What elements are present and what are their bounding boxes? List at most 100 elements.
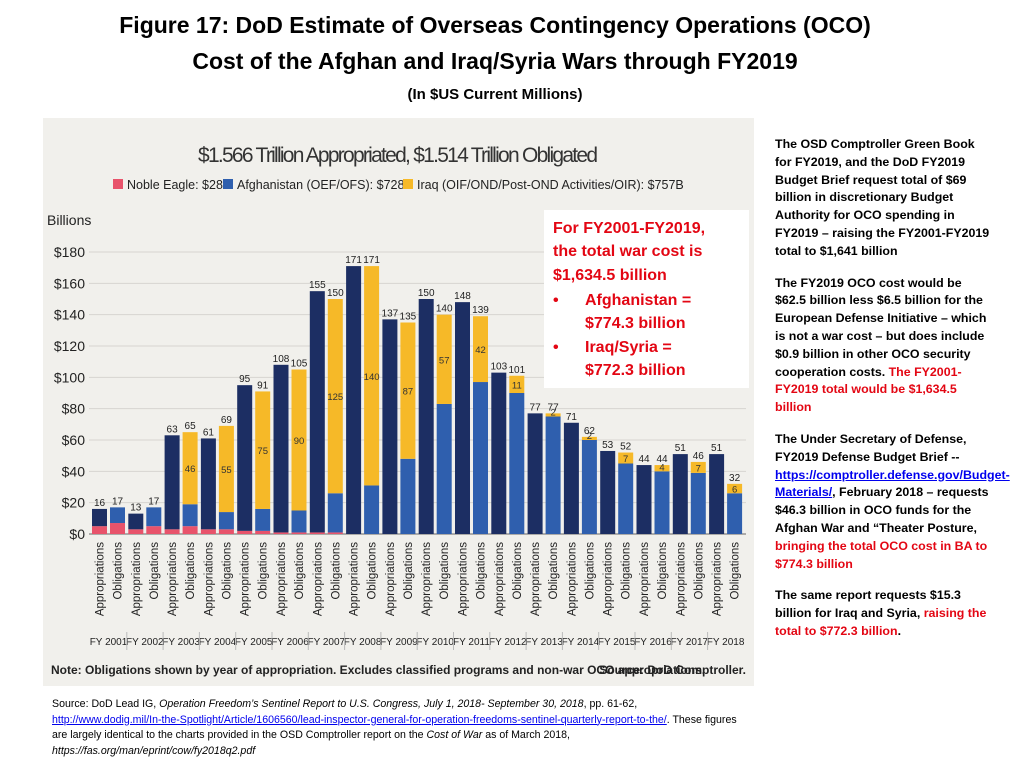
bar-app-afg-8 bbox=[382, 319, 398, 534]
x-bar-name-app-3: Appropriations bbox=[203, 542, 215, 616]
y-tick-60: $60 bbox=[62, 432, 86, 448]
bar-app-noble-3 bbox=[200, 529, 216, 534]
x-bar-name-obl-6: Obligations bbox=[330, 542, 342, 600]
figure-title: Figure 17: DoD Estimate of Overseas Cont… bbox=[119, 12, 871, 38]
bar-obl-iraq-9 bbox=[436, 314, 452, 404]
chart-note: Note: Obligations shown by year of appro… bbox=[51, 663, 705, 677]
x-year-label-7: FY 2008 bbox=[344, 637, 382, 648]
bar-obl-afg-0 bbox=[110, 507, 125, 524]
label-app-total-14: 53 bbox=[602, 440, 614, 451]
x-year-label-0: FY 2001 bbox=[90, 637, 128, 648]
y-tick-180: $180 bbox=[54, 244, 85, 260]
bar-obl-noble-3 bbox=[218, 529, 234, 534]
dodig-link[interactable]: http://www.dodig.mil/In-the-Spotlight/Ar… bbox=[52, 713, 667, 726]
bar-obl-afg-9 bbox=[436, 403, 452, 534]
x-bar-name-obl-4: Obligations bbox=[258, 542, 270, 600]
x-bar-name-obl-13: Obligations bbox=[584, 542, 596, 600]
bar-obl-iraq-11 bbox=[509, 375, 525, 393]
source-prefix: Source: DoD Lead IG, bbox=[52, 698, 160, 710]
bar-obl-noble-4 bbox=[255, 530, 271, 534]
label-app-total-1: 13 bbox=[130, 503, 142, 514]
x-year-label-17: FY 2018 bbox=[707, 637, 745, 648]
bar-app-afg-15 bbox=[636, 465, 652, 534]
label-obl-iraq-11: 11 bbox=[512, 380, 522, 391]
bar-obl-iraq-13 bbox=[581, 436, 597, 440]
x-bar-name-app-17: Appropriations bbox=[712, 542, 724, 616]
bar-obl-afg-1 bbox=[146, 507, 162, 527]
label-app-total-7: 171 bbox=[345, 255, 362, 266]
bar-app-noble-0 bbox=[92, 526, 107, 534]
annotation-line-3: $1,634.5 billion bbox=[553, 267, 667, 284]
legend-swatch-afg bbox=[223, 179, 233, 189]
x-bar-name-app-7: Appropriations bbox=[349, 542, 361, 616]
bar-obl-iraq-6 bbox=[327, 299, 343, 494]
x-bar-name-app-11: Appropriations bbox=[494, 542, 506, 616]
label-app-total-15: 44 bbox=[638, 454, 650, 465]
label-obl-iraq-7: 140 bbox=[364, 372, 380, 383]
annotation-iraq-value: $772.3 billion bbox=[585, 362, 685, 379]
y-tick-120: $120 bbox=[54, 338, 85, 354]
side-note-1: The OSD Comptroller Green Book for FY201… bbox=[775, 137, 990, 258]
label-obl-iraq-9: 57 bbox=[439, 355, 450, 366]
bar-obl-afg-15 bbox=[654, 471, 670, 534]
bar-obl-noble-2 bbox=[182, 526, 198, 534]
chart-panel: $1.566 Trillion Appropriated, $1.514 Tri… bbox=[43, 118, 754, 686]
x-bar-name-obl-16: Obligations bbox=[693, 542, 705, 600]
x-year-label-4: FY 2005 bbox=[235, 637, 273, 648]
x-bar-name-app-12: Appropriations bbox=[530, 542, 542, 616]
side-notes: The OSD Comptroller Green Book for FY201… bbox=[775, 136, 1010, 655]
label-obl-total-17: 32 bbox=[729, 473, 741, 484]
bar-chart: $1.566 Trillion Appropriated, $1.514 Tri… bbox=[47, 144, 749, 677]
x-bar-name-app-14: Appropriations bbox=[603, 542, 615, 616]
bar-obl-iraq-3 bbox=[218, 425, 234, 513]
label-obl-total-16: 46 bbox=[693, 451, 705, 462]
annotation-bullet-2: • bbox=[553, 339, 559, 356]
annotation-bullet-1: • bbox=[553, 292, 559, 309]
label-app-total-3: 61 bbox=[203, 427, 215, 438]
side-note-4-highlight: raising the total to $772.3 billion bbox=[775, 606, 987, 638]
label-obl-total-10: 139 bbox=[472, 305, 489, 316]
legend-swatch-iraq bbox=[403, 179, 413, 189]
side-note-2-text: The FY2019 OCO cost would be $62.5 billi… bbox=[775, 275, 987, 379]
label-obl-total-7: 171 bbox=[363, 255, 380, 266]
bar-app-afg-16 bbox=[672, 454, 688, 534]
label-obl-total-14: 52 bbox=[620, 442, 632, 453]
annotation-afg-label: Afghanistan = bbox=[585, 292, 691, 309]
label-obl-total-9: 140 bbox=[436, 304, 453, 315]
bar-obl-iraq-17 bbox=[727, 483, 743, 494]
chart-source: Source: DoD Comptroller. bbox=[599, 663, 746, 677]
comptroller-link[interactable]: https://comptroller.defense.gov/Budget-M… bbox=[775, 467, 1010, 500]
label-obl-iraq-2: 46 bbox=[185, 464, 196, 475]
x-bar-name-obl-5: Obligations bbox=[294, 542, 306, 600]
bar-obl-iraq-7 bbox=[364, 266, 380, 486]
x-bar-name-obl-8: Obligations bbox=[403, 542, 415, 600]
label-app-total-9: 150 bbox=[418, 288, 435, 299]
x-bar-name-obl-9: Obligations bbox=[439, 542, 451, 600]
label-obl-total-11: 101 bbox=[508, 365, 525, 376]
bar-app-afg-3 bbox=[200, 438, 216, 530]
x-bar-name-app-15: Appropriations bbox=[639, 542, 651, 616]
bar-obl-afg-12 bbox=[545, 416, 561, 534]
y-tick-40: $40 bbox=[62, 463, 86, 479]
bar-obl-afg-6 bbox=[327, 493, 343, 533]
label-app-total-16: 51 bbox=[675, 443, 687, 454]
side-note-3-text-b: , February 2018 – requests $46.3 billion… bbox=[775, 485, 989, 535]
label-app-total-4: 95 bbox=[239, 374, 251, 385]
x-bar-name-obl-17: Obligations bbox=[730, 542, 742, 600]
x-bar-name-obl-7: Obligations bbox=[367, 542, 379, 600]
legend-label-iraq: Iraq (OIF/OND/Post-OND Activities/OIR): … bbox=[417, 178, 684, 192]
label-obl-total-13: 62 bbox=[584, 426, 596, 437]
y-tick-80: $80 bbox=[62, 401, 86, 417]
x-bar-name-app-6: Appropriations bbox=[312, 542, 324, 616]
bar-obl-afg-11 bbox=[509, 393, 525, 534]
annotation-box bbox=[544, 210, 749, 388]
x-year-label-11: FY 2012 bbox=[489, 637, 527, 648]
bar-app-noble-2 bbox=[164, 529, 180, 534]
x-year-label-9: FY 2010 bbox=[416, 637, 454, 648]
bar-app-afg-2 bbox=[164, 435, 180, 530]
label-app-total-11: 103 bbox=[490, 362, 507, 373]
label-obl-total-4: 91 bbox=[257, 380, 269, 391]
label-obl-total-2: 65 bbox=[185, 421, 197, 432]
bar-obl-iraq-5 bbox=[291, 369, 307, 511]
bar-obl-iraq-8 bbox=[400, 322, 416, 459]
